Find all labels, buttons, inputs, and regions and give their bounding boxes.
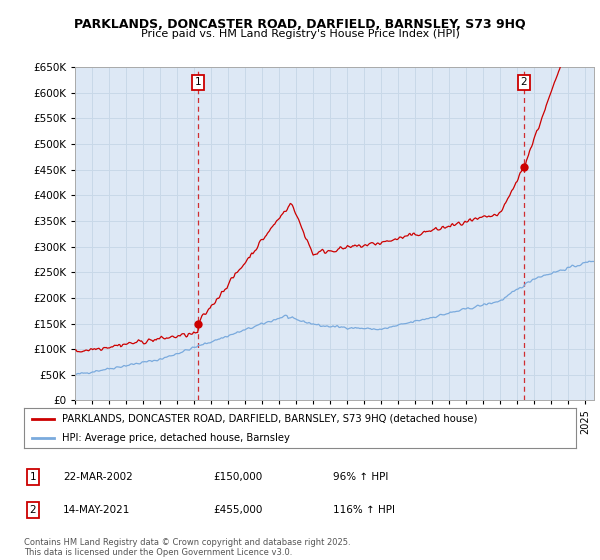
Text: £455,000: £455,000	[213, 505, 262, 515]
Text: 2: 2	[29, 505, 37, 515]
Text: PARKLANDS, DONCASTER ROAD, DARFIELD, BARNSLEY, S73 9HQ: PARKLANDS, DONCASTER ROAD, DARFIELD, BAR…	[74, 18, 526, 31]
Text: 2: 2	[520, 77, 527, 87]
Text: 1: 1	[194, 77, 201, 87]
Text: 14-MAY-2021: 14-MAY-2021	[63, 505, 130, 515]
Text: 96% ↑ HPI: 96% ↑ HPI	[333, 472, 388, 482]
Text: 116% ↑ HPI: 116% ↑ HPI	[333, 505, 395, 515]
Text: Price paid vs. HM Land Registry's House Price Index (HPI): Price paid vs. HM Land Registry's House …	[140, 29, 460, 39]
Text: 1: 1	[29, 472, 37, 482]
Text: Contains HM Land Registry data © Crown copyright and database right 2025.
This d: Contains HM Land Registry data © Crown c…	[24, 538, 350, 557]
Text: 22-MAR-2002: 22-MAR-2002	[63, 472, 133, 482]
Text: HPI: Average price, detached house, Barnsley: HPI: Average price, detached house, Barn…	[62, 433, 289, 443]
Text: £150,000: £150,000	[213, 472, 262, 482]
Text: PARKLANDS, DONCASTER ROAD, DARFIELD, BARNSLEY, S73 9HQ (detached house): PARKLANDS, DONCASTER ROAD, DARFIELD, BAR…	[62, 414, 477, 424]
